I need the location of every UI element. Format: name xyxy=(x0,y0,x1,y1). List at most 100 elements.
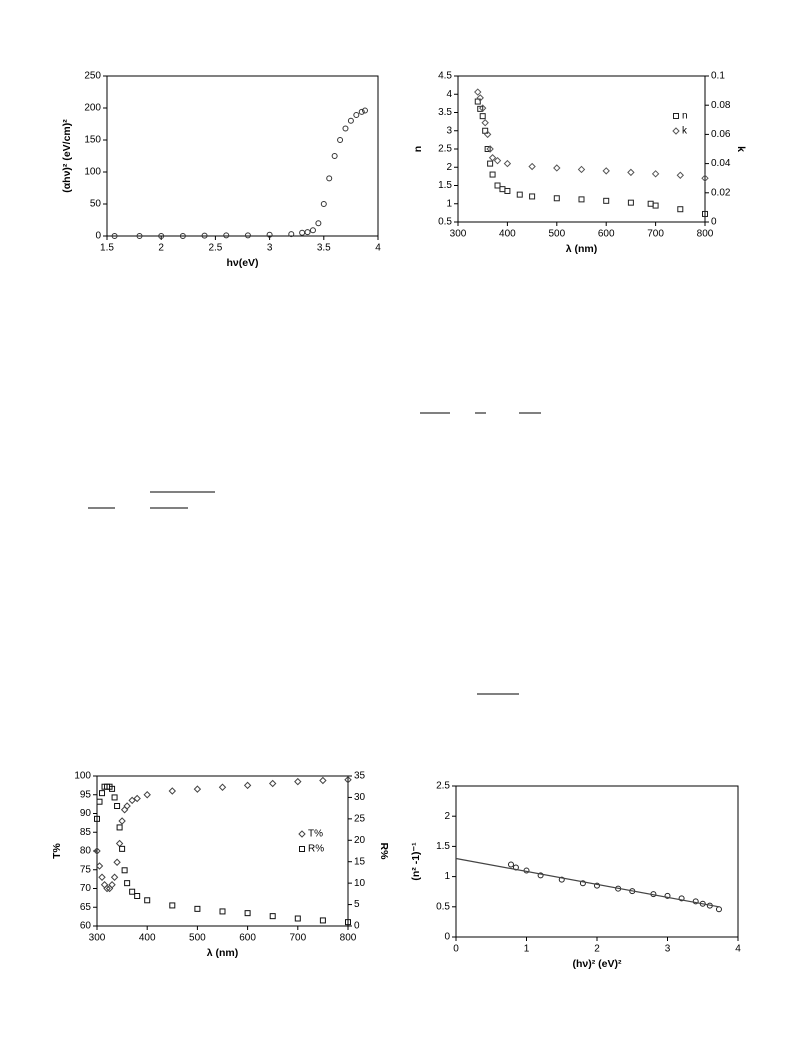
data-point xyxy=(110,873,119,881)
data-point xyxy=(114,803,121,809)
data-point xyxy=(244,232,251,239)
data-point xyxy=(129,888,136,895)
legend-label: T% xyxy=(308,829,323,840)
x-tick-label: 700 xyxy=(647,229,664,240)
data-point xyxy=(345,919,351,926)
data-point xyxy=(309,227,316,234)
data-point xyxy=(95,862,104,870)
data-point xyxy=(219,908,226,915)
legend-label: R% xyxy=(308,844,324,855)
y-tick-label: 0 xyxy=(95,231,101,242)
data-point xyxy=(266,231,273,238)
y-tick-label: 1.5 xyxy=(438,180,452,191)
data-point xyxy=(529,193,536,200)
data-point xyxy=(120,806,129,814)
y-axis-label: (αhν)² (eV/cm)² xyxy=(61,119,73,193)
data-point xyxy=(144,897,151,904)
data-point xyxy=(96,798,103,805)
data-point xyxy=(627,168,635,177)
x-tick-label: 1 xyxy=(524,944,530,955)
y2-tick-label: 35 xyxy=(354,771,366,782)
data-point xyxy=(528,162,536,171)
data-point xyxy=(299,229,306,236)
data-point xyxy=(115,839,124,848)
data-point xyxy=(169,902,176,909)
data-point xyxy=(294,915,301,922)
data-point xyxy=(158,233,165,239)
data-point xyxy=(477,105,484,112)
data-point xyxy=(116,824,123,831)
x-tick-label: 800 xyxy=(697,229,714,240)
data-point xyxy=(123,802,131,810)
data-point xyxy=(136,233,143,239)
y-tick-label: 0.5 xyxy=(438,217,452,228)
data-point xyxy=(320,201,327,207)
y-tick-label: 3.5 xyxy=(438,107,452,118)
data-point xyxy=(315,220,322,227)
y2-tick-label: 0.02 xyxy=(711,187,731,198)
data-point xyxy=(487,160,494,167)
data-point xyxy=(651,170,660,178)
legend-label: n xyxy=(682,111,688,122)
data-point xyxy=(244,910,251,917)
y-tick-label: 85 xyxy=(80,827,92,838)
data-point xyxy=(481,119,489,127)
plot-frame xyxy=(455,785,739,938)
y-tick-label: 2 xyxy=(444,811,450,822)
x-tick-label: 1.5 xyxy=(100,243,114,254)
data-point xyxy=(124,880,131,887)
data-point xyxy=(507,861,514,868)
data-point xyxy=(193,785,202,793)
y-tick-label: 2 xyxy=(446,162,452,173)
data-point xyxy=(499,186,506,193)
y-tick-label: 1 xyxy=(444,871,450,882)
y-tick-label: 1 xyxy=(446,198,452,209)
data-point xyxy=(578,196,585,203)
data-point xyxy=(701,174,709,182)
data-point xyxy=(504,187,511,194)
y-tick-label: 1.5 xyxy=(436,841,450,852)
data-point xyxy=(603,197,610,204)
data-point xyxy=(326,175,333,182)
data-point xyxy=(479,113,486,120)
data-point xyxy=(179,233,186,239)
y2-tick-label: 0 xyxy=(711,217,717,228)
data-point xyxy=(579,880,586,887)
data-point xyxy=(344,776,352,784)
legend-marker xyxy=(298,830,306,838)
plot-frame xyxy=(457,75,706,223)
data-point xyxy=(358,108,365,115)
data-point xyxy=(486,145,494,153)
x-tick-label: 800 xyxy=(340,933,357,944)
y2-axis-label: k xyxy=(735,146,747,152)
x-tick-label: 600 xyxy=(239,933,256,944)
data-point xyxy=(337,137,344,143)
y2-axis-label: R% xyxy=(378,843,390,861)
data-point xyxy=(100,881,109,889)
legend-marker xyxy=(673,113,679,119)
legend-marker xyxy=(299,846,305,852)
y-tick-label: 250 xyxy=(84,71,101,82)
y-tick-label: 65 xyxy=(80,902,92,913)
y2-tick-label: 25 xyxy=(354,813,366,824)
data-point xyxy=(494,182,501,189)
x-tick-label: 3 xyxy=(267,243,273,254)
data-point xyxy=(678,895,685,902)
y-tick-label: 2.5 xyxy=(438,144,452,155)
data-point xyxy=(558,876,565,883)
y2-tick-label: 0.04 xyxy=(711,158,731,169)
data-point xyxy=(118,817,126,825)
y2-tick-label: 5 xyxy=(354,899,360,910)
data-point xyxy=(319,917,326,924)
data-point xyxy=(294,777,302,786)
y2-tick-label: 0.1 xyxy=(711,71,725,82)
x-axis-label: λ (nm) xyxy=(566,243,598,255)
data-point xyxy=(627,199,634,206)
data-point xyxy=(361,107,368,114)
data-point xyxy=(493,156,502,165)
data-point xyxy=(133,794,141,803)
data-point xyxy=(111,233,118,239)
data-point xyxy=(111,794,118,801)
